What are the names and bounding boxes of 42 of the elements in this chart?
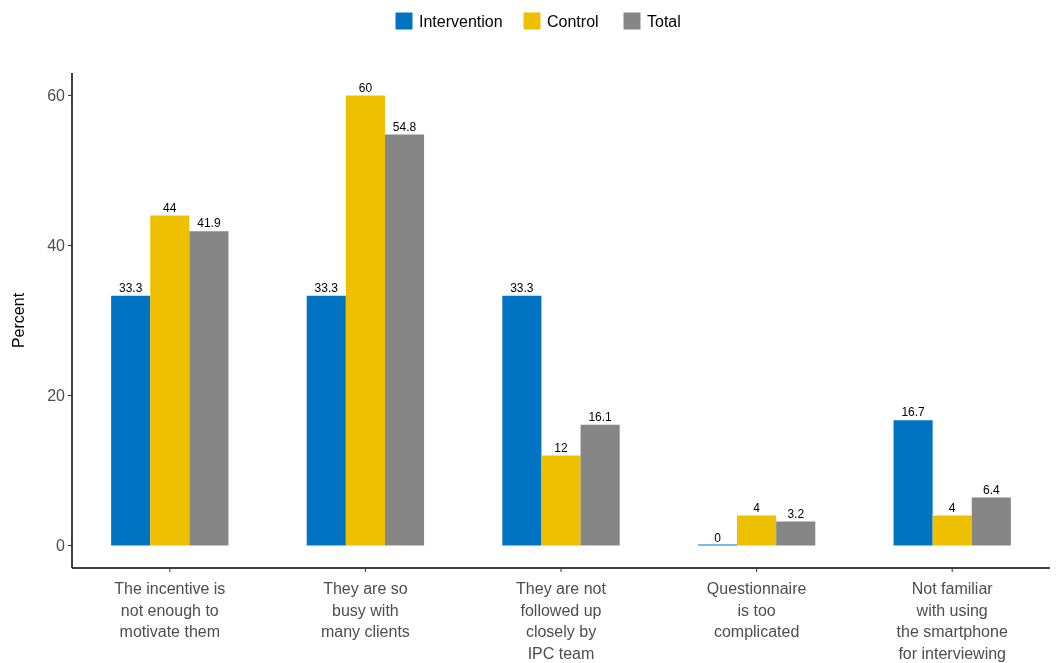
bar xyxy=(971,497,1011,546)
data-label: 44 xyxy=(163,200,177,215)
y-axis-title: Percent xyxy=(10,292,27,349)
bar xyxy=(502,295,542,546)
y-tick-label: 40 xyxy=(47,237,66,255)
y-tick-label: 60 xyxy=(47,87,66,105)
bar xyxy=(306,295,346,546)
bar xyxy=(150,215,190,546)
x-tick-label: Not familiar with using the smartphone for interviewing xyxy=(896,580,1008,662)
x-tick-label: They are not followed up closely by IPC team xyxy=(516,580,607,662)
data-label: 6.4 xyxy=(982,482,1000,497)
data-label: 54.8 xyxy=(392,119,417,134)
x-tick-label: Questionnaire is too complicated xyxy=(706,580,807,640)
x-tick-label: The incentive is not enough to motivate them xyxy=(114,580,226,640)
data-label: 3.2 xyxy=(787,506,805,521)
bar xyxy=(893,420,933,546)
bar xyxy=(345,95,385,546)
bar xyxy=(111,295,151,546)
bar xyxy=(737,515,777,546)
data-label: 16.1 xyxy=(588,409,613,424)
bar xyxy=(580,424,620,546)
data-label: 16.7 xyxy=(901,405,926,420)
data-label: 33.3 xyxy=(314,280,339,295)
data-label: 41.9 xyxy=(197,216,221,231)
x-tick-label: They are so busy with many clients xyxy=(320,580,410,640)
legend-label: Intervention xyxy=(419,12,503,30)
bar xyxy=(541,455,581,546)
data-label: 12 xyxy=(554,440,568,455)
data-label: 4 xyxy=(753,500,761,515)
legend-label: Control xyxy=(547,12,599,30)
bar xyxy=(776,521,816,546)
legend-label: Total xyxy=(647,12,681,30)
data-label: 0 xyxy=(714,530,722,545)
y-tick-label: 20 xyxy=(47,387,66,405)
bar xyxy=(189,231,229,546)
y-tick-label: 0 xyxy=(56,537,66,555)
data-label: 60 xyxy=(358,80,373,95)
bar xyxy=(384,134,425,546)
data-label: 4 xyxy=(948,500,956,515)
data-label: 33.3 xyxy=(119,280,143,295)
data-label: 33.3 xyxy=(510,280,534,295)
bar xyxy=(932,515,972,546)
